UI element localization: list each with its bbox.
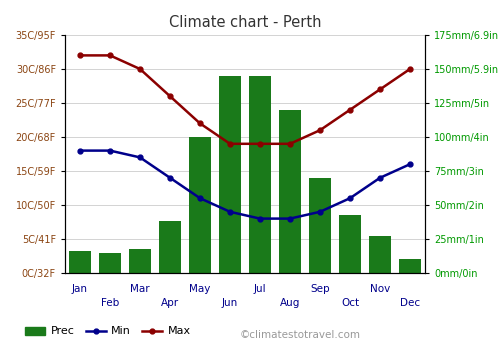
Title: Climate chart - Perth: Climate chart - Perth	[169, 15, 321, 30]
Text: ©climatestotravel.com: ©climatestotravel.com	[240, 329, 361, 340]
Text: Jun: Jun	[222, 298, 238, 308]
Text: Sep: Sep	[310, 284, 330, 294]
Bar	[399, 259, 421, 273]
Text: Dec: Dec	[400, 298, 420, 308]
Text: Oct: Oct	[341, 298, 359, 308]
Bar	[159, 221, 181, 273]
Bar	[219, 76, 241, 273]
Text: Apr: Apr	[161, 298, 179, 308]
Text: Jul: Jul	[254, 284, 266, 294]
Text: Jan: Jan	[72, 284, 88, 294]
Bar	[69, 251, 91, 273]
Bar	[189, 137, 211, 273]
Text: Feb: Feb	[101, 298, 119, 308]
Legend: Prec, Min, Max: Prec, Min, Max	[20, 322, 195, 341]
Bar	[309, 178, 331, 273]
Text: Nov: Nov	[370, 284, 390, 294]
Bar	[369, 236, 391, 273]
Text: Aug: Aug	[280, 298, 300, 308]
Text: Mar: Mar	[130, 284, 150, 294]
Bar	[249, 76, 271, 273]
Bar	[339, 215, 361, 273]
Text: May: May	[190, 284, 210, 294]
Bar	[279, 110, 301, 273]
Bar	[129, 248, 151, 273]
Bar	[99, 253, 121, 273]
